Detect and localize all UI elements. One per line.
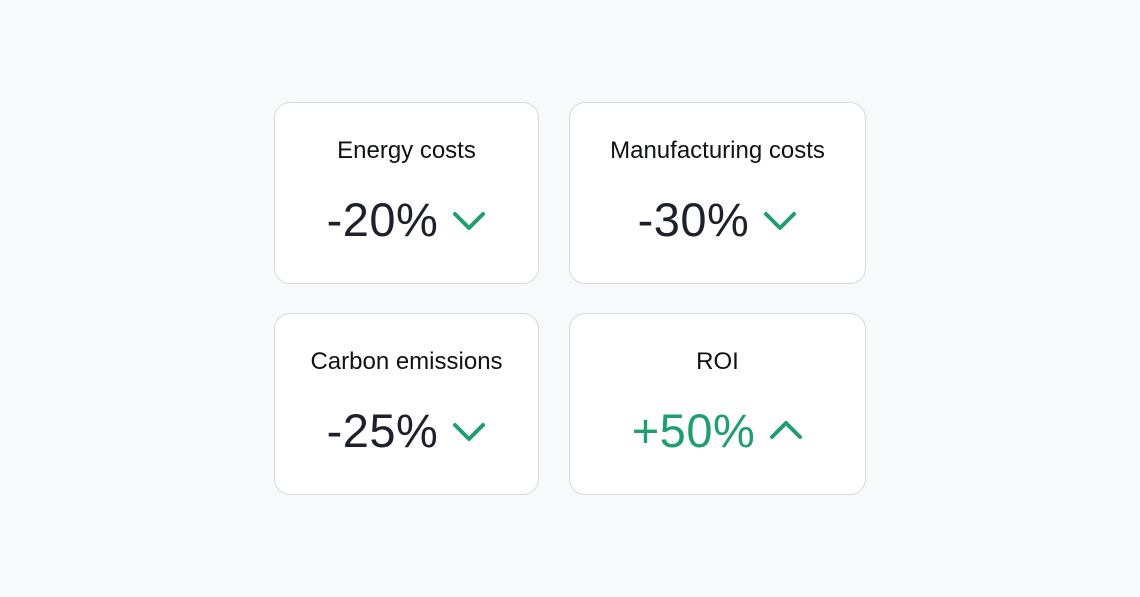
metric-card-energy-costs: Energy costs -20% — [274, 102, 539, 284]
metric-card-manufacturing-costs: Manufacturing costs -30% — [569, 102, 866, 284]
metric-card-roi: ROI +50% — [569, 313, 866, 495]
metric-label: ROI — [696, 348, 739, 375]
chevron-down-icon — [452, 203, 486, 237]
metric-label: Manufacturing costs — [610, 137, 825, 164]
metric-value: -30% — [637, 193, 750, 246]
chevron-down-icon — [763, 203, 797, 237]
chevron-down-icon — [452, 414, 486, 448]
metric-label: Energy costs — [337, 137, 476, 164]
metric-value-row: -25% — [327, 403, 487, 459]
metrics-grid: Energy costs -20% Manufacturing costs -3… — [274, 102, 866, 495]
metric-value: -25% — [326, 404, 439, 457]
metric-card-carbon-emissions: Carbon emissions -25% — [274, 313, 539, 495]
chevron-up-icon — [769, 414, 803, 448]
metric-value-row: +50% — [632, 403, 804, 459]
metric-value: +50% — [631, 404, 756, 457]
metric-value-row: -20% — [327, 192, 487, 248]
metric-label: Carbon emissions — [310, 348, 503, 375]
metric-value: -20% — [326, 193, 439, 246]
metric-value-row: -30% — [638, 192, 798, 248]
